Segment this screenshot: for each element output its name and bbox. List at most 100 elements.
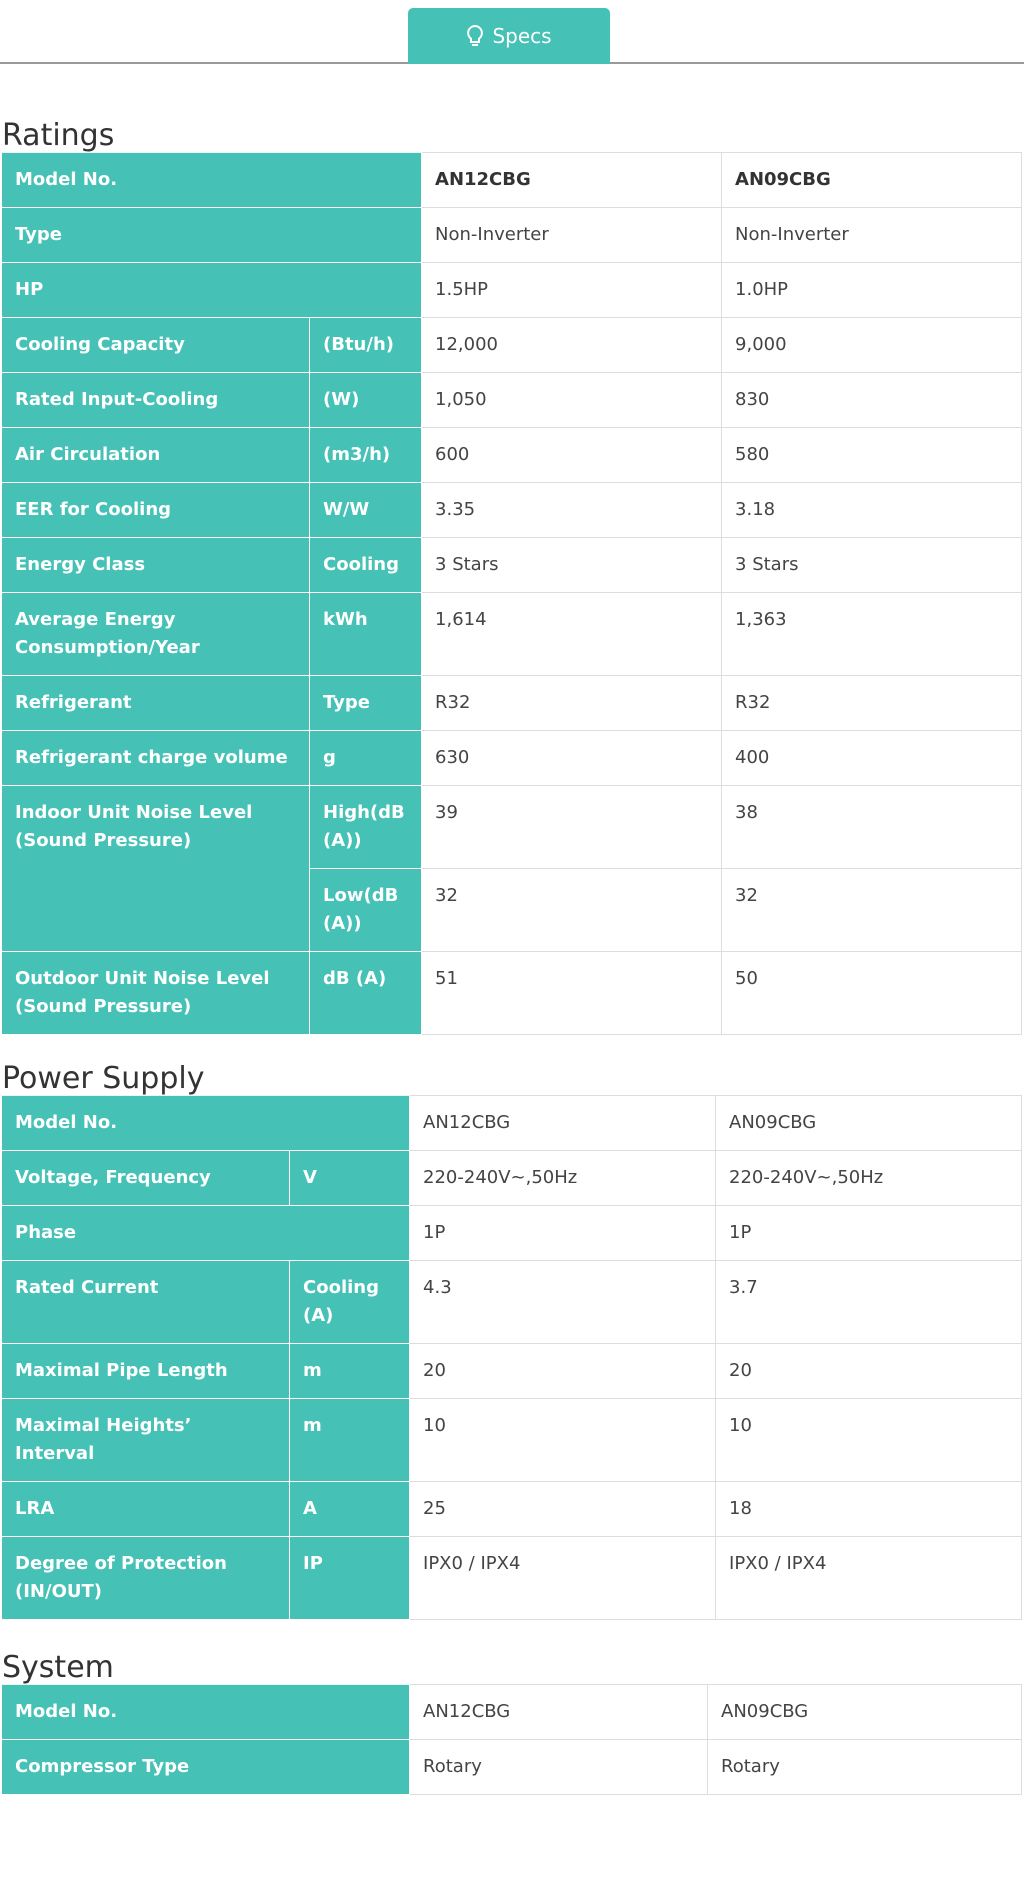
spec-row: Compressor Type Rotary Rotary [0,1739,1023,1795]
section-title: System [2,1650,114,1685]
row-label: HP [0,262,423,318]
row-label: Maximal Heights’ Interval [1,1398,290,1482]
row-value: 25 [409,1481,717,1537]
row-value: 3 Stars [421,537,723,593]
row-value: AN12CBG [409,1684,709,1740]
spec-row: Maximal Pipe Length m 20 20 [1,1343,1023,1399]
row-value: 20 [409,1343,717,1399]
spec-row: Air Circulation (m3/h) 600 580 [1,427,1023,483]
spec-row: Outdoor Unit Noise Level (Sound Pressure… [1,951,1023,1035]
row-value: 1,614 [421,592,723,676]
spec-row: EER for Cooling W/W 3.35 3.18 [1,482,1023,538]
row-value: 3 Stars [721,537,1023,593]
spec-row: Energy Class Cooling 3 Stars 3 Stars [1,537,1023,593]
row-unit: A [288,1481,411,1537]
row-value: R32 [721,675,1023,731]
row-value: IPX0 / IPX4 [715,1536,1023,1620]
row-value: 1.0HP [721,262,1023,318]
row-label: Compressor Type [0,1739,411,1795]
spec-row: Low(dB (A)) 32 32 [2,868,1023,952]
specs-tab[interactable]: Specs [408,8,610,64]
row-value: 50 [721,951,1023,1035]
spec-row: Average Energy Consumption/Year kWh 1,614 1… [1,592,1023,676]
spec-row: Cooling Capacity (Btu/h) 12,000 9,000 [1,317,1023,373]
row-unit: V [288,1150,411,1206]
tab-bar: Specs [0,0,1024,64]
row-unit: Cooling [308,537,423,593]
row-value: 32 [721,868,1023,952]
spec-row: HP 1.5HP 1.0HP [0,262,1023,318]
row-value: AN09CBG [721,152,1023,208]
section: Ratings Model No. AN12CBG AN09CBG Type Non-In… [0,118,1024,1035]
row-unit: (W) [308,372,423,428]
row-label: Rated Current [1,1260,290,1344]
row-unit: kWh [308,592,423,676]
row-value: 39 [421,785,723,869]
row-label: Phase [0,1205,411,1261]
row-label: Degree of Protection (IN/OUT) [1,1536,290,1620]
row-value: 38 [721,785,1023,869]
spec-table: Model No. AN12CBG AN09CBG Compressor Type Ro… [0,1684,1023,1795]
row-unit: IP [288,1536,411,1620]
row-unit: High(dB (A)) [308,785,423,869]
row-value: 10 [715,1398,1023,1482]
row-label: Average Energy Consumption/Year [1,592,310,676]
spec-row: Model No. AN12CBG AN09CBG [0,1684,1023,1740]
row-label: Refrigerant [1,675,310,731]
row-value: IPX0 / IPX4 [409,1536,717,1620]
row-value: 1P [715,1205,1023,1261]
row-value: 580 [721,427,1023,483]
spec-row: Maximal Heights’ Interval m 10 10 [1,1398,1023,1482]
row-label: LRA [1,1481,290,1537]
row-value: Rotary [409,1739,709,1795]
row-label: Indoor Unit Noise Level (Sound Pressure) [1,785,310,952]
row-label: Model No. [0,1095,411,1151]
row-label: Type [0,207,423,263]
spec-row: Phase 1P 1P [0,1205,1023,1261]
row-value: 220-240V~,50Hz [409,1150,717,1206]
row-label: Model No. [0,1684,411,1740]
spec-row: Refrigerant Type R32 R32 [1,675,1023,731]
row-value: 3.7 [715,1260,1023,1344]
row-label: Voltage, Frequency [1,1150,290,1206]
spec-row: LRA A 25 18 [1,1481,1023,1537]
tab-label: Specs [492,24,552,48]
row-value: AN12CBG [421,152,723,208]
row-label: Cooling Capacity [1,317,310,373]
section: Power Supply Model No. AN12CBG AN09CBG Volta… [0,1061,1024,1620]
row-value: 32 [421,868,723,952]
spec-row: Refrigerant charge volume g 630 400 [1,730,1023,786]
row-unit: (m3/h) [308,427,423,483]
row-value: 51 [421,951,723,1035]
row-value: AN09CBG [715,1095,1023,1151]
row-unit: m [288,1398,411,1482]
spec-table: Model No. AN12CBG AN09CBG Voltage, Frequenc… [0,1095,1023,1620]
row-value: 3.18 [721,482,1023,538]
spec-row: Degree of Protection (IN/OUT) IP IPX0 / IP… [1,1536,1023,1620]
row-value: R32 [421,675,723,731]
row-unit: Type [308,675,423,731]
spec-row: Indoor Unit Noise Level (Sound Pressure)… [1,785,1023,952]
row-value: 3.35 [421,482,723,538]
section: System Model No. AN12CBG AN09CBG Compressor … [0,1650,1024,1795]
row-value: 20 [715,1343,1023,1399]
row-label: Air Circulation [1,427,310,483]
row-unit: (Btu/h) [308,317,423,373]
row-value: 12,000 [421,317,723,373]
row-value: 1.5HP [421,262,723,318]
row-label: Outdoor Unit Noise Level (Sound Pressure… [1,951,310,1035]
section-title: Ratings [2,118,115,153]
row-unit: W/W [308,482,423,538]
spec-row: Model No. AN12CBG AN09CBG [0,1095,1023,1151]
spec-row: Rated Current Cooling (A) 4.3 3.7 [1,1260,1023,1344]
spec-row: Voltage, Frequency V 220-240V~,50Hz 220-240… [1,1150,1023,1206]
row-value: 630 [421,730,723,786]
spec-row: Type Non-Inverter Non-Inverter [0,207,1023,263]
row-label: Energy Class [1,537,310,593]
row-value: Non-Inverter [421,207,723,263]
row-unit: Cooling (A) [288,1260,411,1344]
row-value: 1,363 [721,592,1023,676]
row-value: Non-Inverter [721,207,1023,263]
row-value: 1,050 [421,372,723,428]
